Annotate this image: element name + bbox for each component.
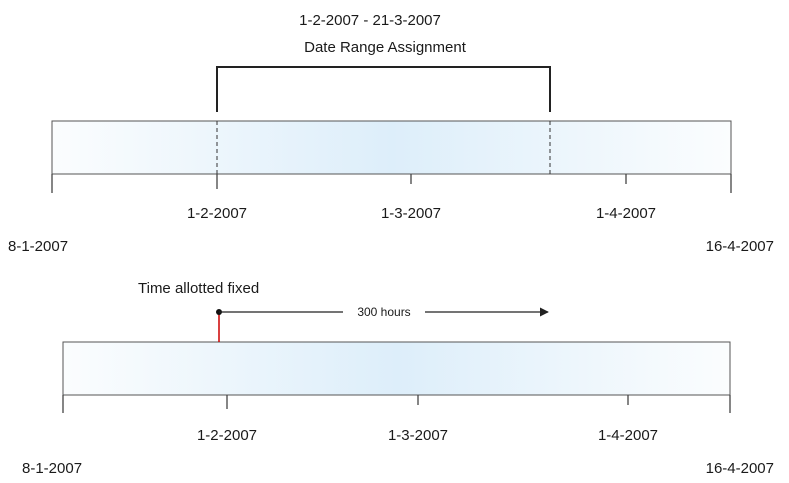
tick-label: 1-2-2007 xyxy=(187,205,247,222)
date-range-title: Date Range Assignment xyxy=(304,39,467,56)
end-date-label: 16-4-2007 xyxy=(706,238,774,255)
tick-label: 1-2-2007 xyxy=(197,427,257,444)
top-timeline: 1-2-2007 - 21-3-2007 Date Range Assignme… xyxy=(8,12,774,255)
timeline-bar xyxy=(62,341,731,396)
axis-ticks xyxy=(51,174,732,193)
date-range-text: 1-2-2007 - 21-3-2007 xyxy=(299,12,441,29)
axis-ticks xyxy=(62,395,731,413)
end-date-label: 16-4-2007 xyxy=(706,460,774,477)
start-date-label: 8-1-2007 xyxy=(22,460,82,477)
date-range-bracket xyxy=(216,66,551,112)
fixed-time-title: Time allotted fixed xyxy=(138,280,259,297)
tick-label: 1-4-2007 xyxy=(596,205,656,222)
start-date-label: 8-1-2007 xyxy=(8,238,68,255)
tick-label: 1-4-2007 xyxy=(598,427,658,444)
tick-label: 1-3-2007 xyxy=(381,205,441,222)
tick-label: 1-3-2007 xyxy=(388,427,448,444)
timeline-bar xyxy=(51,120,732,175)
bottom-timeline: Time allotted fixed 300 hours 1-2-2007 1… xyxy=(22,280,774,477)
duration-label: 300 hours xyxy=(357,305,410,319)
